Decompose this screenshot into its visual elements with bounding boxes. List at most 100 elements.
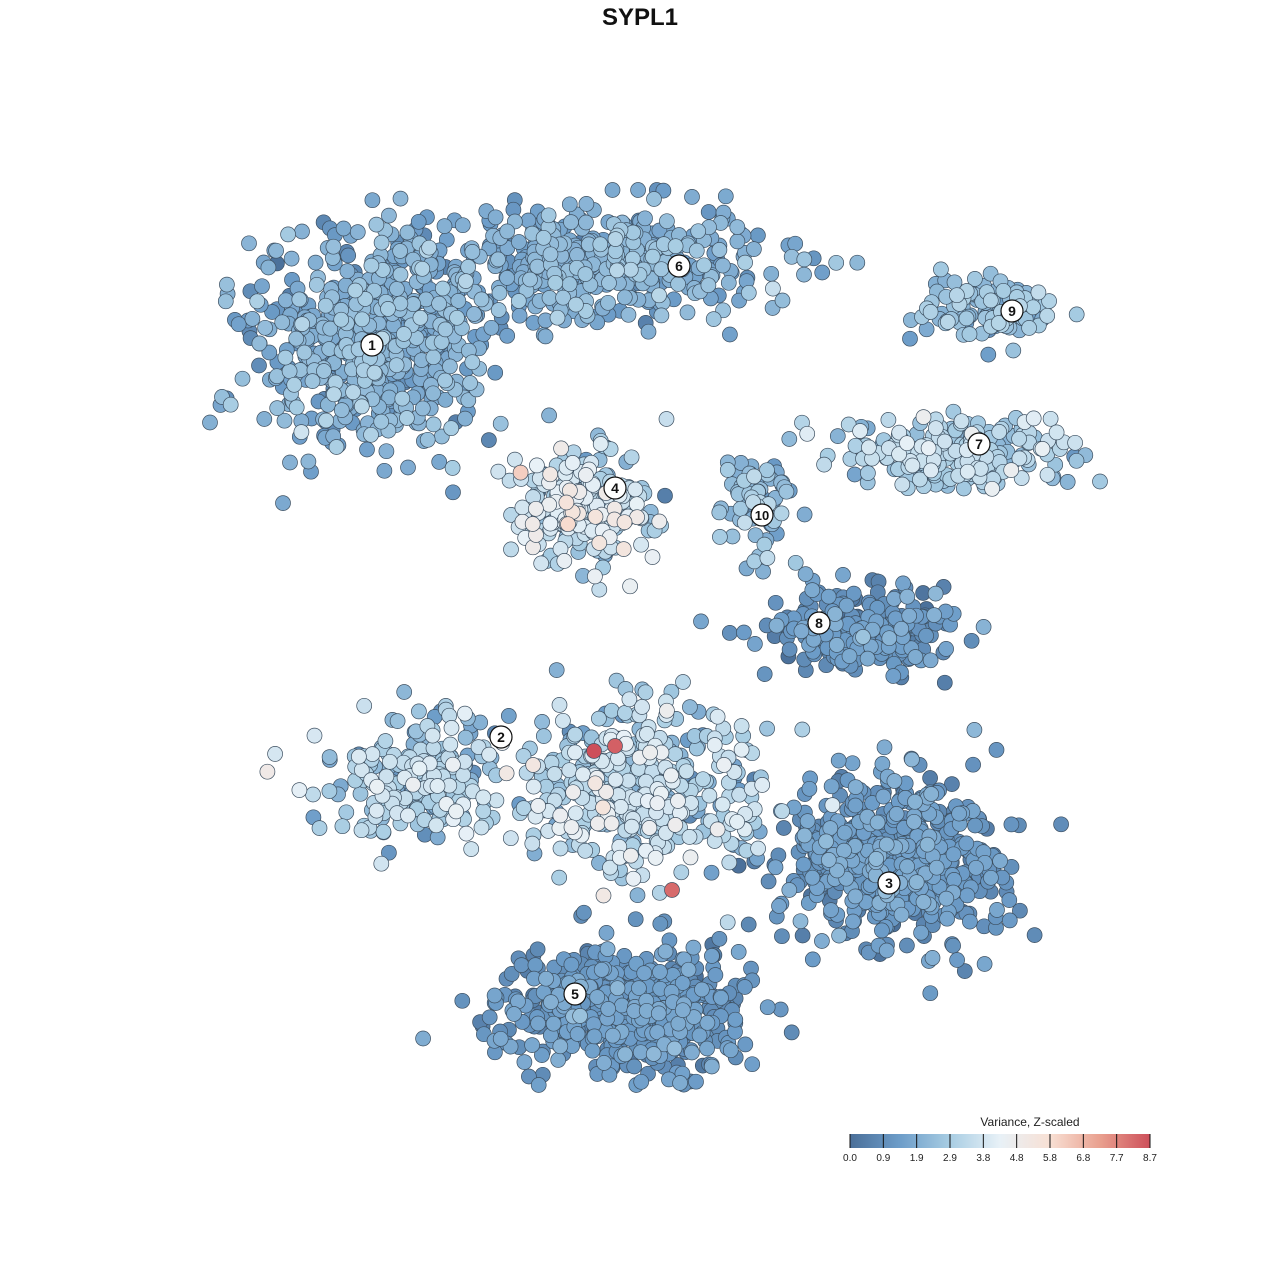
cell-point	[729, 233, 746, 250]
cell-point	[630, 182, 646, 198]
cell-point	[652, 964, 668, 980]
cell-point	[804, 582, 821, 598]
cell-point	[542, 515, 559, 532]
cluster-label-8: 8	[807, 611, 831, 635]
cell-point	[375, 823, 392, 840]
cell-point	[627, 481, 644, 498]
cell-point	[412, 309, 429, 326]
cell-point	[241, 235, 257, 252]
cell-point	[682, 699, 698, 715]
legend-color-bar	[850, 1134, 1150, 1148]
cell-point	[961, 326, 978, 342]
cell-point	[463, 841, 480, 857]
svg-text:2: 2	[497, 729, 505, 745]
cell-point	[709, 708, 726, 725]
cell-point	[838, 597, 855, 614]
cell-point	[781, 431, 798, 447]
cell-point	[587, 775, 604, 792]
cell-point	[822, 820, 839, 836]
cell-point	[901, 607, 918, 624]
cell-point	[831, 927, 847, 944]
cell-point	[637, 684, 654, 701]
cell-point	[982, 292, 999, 309]
cell-point	[1025, 410, 1042, 427]
svg-text:6: 6	[675, 258, 683, 274]
cell-point	[719, 914, 736, 931]
cell-point	[704, 948, 720, 964]
cell-point	[604, 1027, 621, 1044]
cell-point	[394, 390, 411, 407]
cell-point	[487, 364, 504, 381]
cell-point	[454, 992, 471, 1009]
cell-point	[633, 536, 649, 553]
cell-point	[464, 244, 481, 260]
cell-point	[512, 464, 529, 481]
cell-point	[254, 278, 270, 295]
legend-tick-label: 7.7	[1110, 1153, 1124, 1164]
cell-point	[473, 819, 490, 836]
cell-point	[264, 304, 280, 320]
legend-tick-label: 4.8	[1010, 1153, 1024, 1164]
cell-point	[721, 625, 738, 641]
cell-point	[291, 291, 308, 308]
cell-point	[938, 890, 955, 907]
cell-point	[923, 786, 940, 802]
cell-point	[622, 578, 638, 595]
cell-point	[719, 462, 736, 478]
cell-point	[774, 803, 790, 820]
cell-point	[366, 364, 383, 381]
cell-point	[926, 607, 942, 623]
cell-point	[457, 705, 473, 722]
cell-point	[823, 902, 839, 918]
cell-point	[818, 833, 834, 850]
cell-point	[414, 260, 431, 277]
cell-point	[591, 710, 607, 727]
cell-point	[481, 1009, 498, 1026]
legend-tick-label: 2.9	[943, 1153, 957, 1164]
cell-point	[907, 793, 923, 810]
cell-point	[475, 789, 492, 806]
cell-point	[823, 778, 840, 795]
cell-point	[759, 720, 775, 737]
cell-point	[657, 943, 674, 960]
cell-point	[546, 766, 563, 782]
cell-point	[627, 911, 644, 928]
cell-point	[363, 426, 379, 443]
cell-point	[623, 847, 639, 864]
cell-point	[351, 748, 367, 765]
cell-point	[525, 778, 542, 795]
cell-point	[486, 987, 503, 1004]
cell-point	[759, 462, 775, 479]
cell-point	[490, 302, 507, 318]
cell-point	[792, 913, 809, 930]
cell-point	[603, 702, 620, 719]
cell-point	[928, 859, 945, 876]
cell-point	[922, 304, 939, 320]
cell-point	[700, 204, 717, 220]
cell-point	[760, 873, 777, 890]
cell-point	[563, 956, 580, 973]
cell-point	[885, 668, 902, 684]
cluster-label-6: 6	[667, 254, 691, 278]
cell-point	[765, 280, 781, 297]
cell-point	[561, 762, 578, 779]
cell-point	[274, 314, 291, 331]
cell-point	[326, 386, 342, 403]
cell-point	[888, 806, 905, 822]
cell-point	[535, 728, 552, 744]
cell-point	[835, 567, 851, 583]
cell-point	[794, 927, 811, 944]
cell-point	[282, 454, 298, 471]
cell-point	[634, 699, 650, 715]
cell-point	[431, 295, 447, 312]
cell-point	[767, 594, 784, 611]
cell-point	[659, 213, 675, 230]
cell-point	[424, 727, 441, 744]
cell-point	[1001, 912, 1018, 929]
cell-point	[589, 989, 606, 1005]
cell-point	[503, 541, 519, 558]
cell-point	[861, 439, 877, 456]
cell-point	[721, 854, 738, 871]
cell-point	[667, 817, 684, 833]
cell-point	[1003, 462, 1020, 478]
